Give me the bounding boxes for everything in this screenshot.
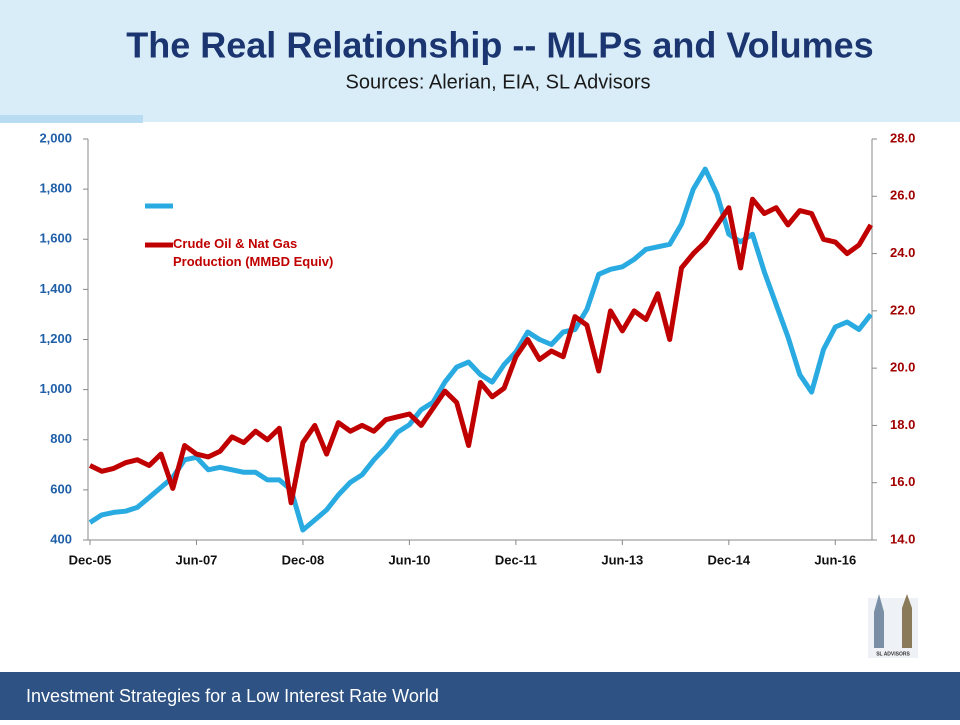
y-tick-label: 400 (50, 531, 72, 546)
y-tick-label: 800 (50, 431, 72, 446)
chart-title: The Real Relationship -- MLPs and Volume… (126, 25, 873, 66)
y-tick-label: 1,000 (39, 381, 72, 396)
y2-tick-label: 24.0 (890, 245, 915, 260)
y2-tick-label: 26.0 (890, 188, 915, 203)
y-tick-label: 1,800 (39, 181, 72, 196)
y2-tick-label: 16.0 (890, 474, 915, 489)
y2-tick-label: 22.0 (890, 302, 915, 317)
footer-band (0, 672, 960, 720)
legend-label: Crude Oil & Nat Gas Production (MMBD Equi… (173, 236, 333, 269)
x-tick-label: Jun-10 (388, 552, 430, 567)
series-line (88, 166, 873, 533)
y2-tick-label: 20.0 (890, 360, 915, 375)
x-tick-label: Jun-07 (176, 552, 218, 567)
x-tick-label: Dec-11 (495, 552, 537, 567)
y-tick-label: 1,600 (39, 231, 72, 246)
header-accent (0, 115, 143, 123)
logo-spire (902, 594, 912, 608)
series-line (88, 196, 873, 506)
x-tick-label: Jun-16 (814, 552, 856, 567)
x-tick-label: Jun-13 (601, 552, 643, 567)
footer-text: Investment Strategies for a Low Interest… (26, 686, 439, 706)
x-tick-label: Dec-14 (707, 552, 750, 567)
y-tick-label: 1,200 (39, 331, 72, 346)
logo-text: SL ADVISORS (876, 651, 910, 657)
y-tick-label: 600 (50, 481, 72, 496)
logo-spire (874, 594, 884, 612)
x-tick-label: Dec-05 (69, 552, 112, 567)
y2-tick-label: 28.0 (890, 130, 915, 145)
y2-tick-label: 18.0 (890, 417, 915, 432)
chart-subtitle: Sources: Alerian, EIA, SL Advisors (346, 71, 651, 93)
y-tick-label: 2,000 (39, 130, 72, 145)
x-tick-label: Dec-08 (282, 552, 325, 567)
logo: SL ADVISORS (868, 594, 918, 658)
y-tick-label: 1,400 (39, 281, 72, 296)
logo-tower (874, 612, 884, 648)
y2-tick-label: 14.0 (890, 531, 915, 546)
logo-tower (902, 608, 912, 648)
header-band (0, 0, 960, 122)
